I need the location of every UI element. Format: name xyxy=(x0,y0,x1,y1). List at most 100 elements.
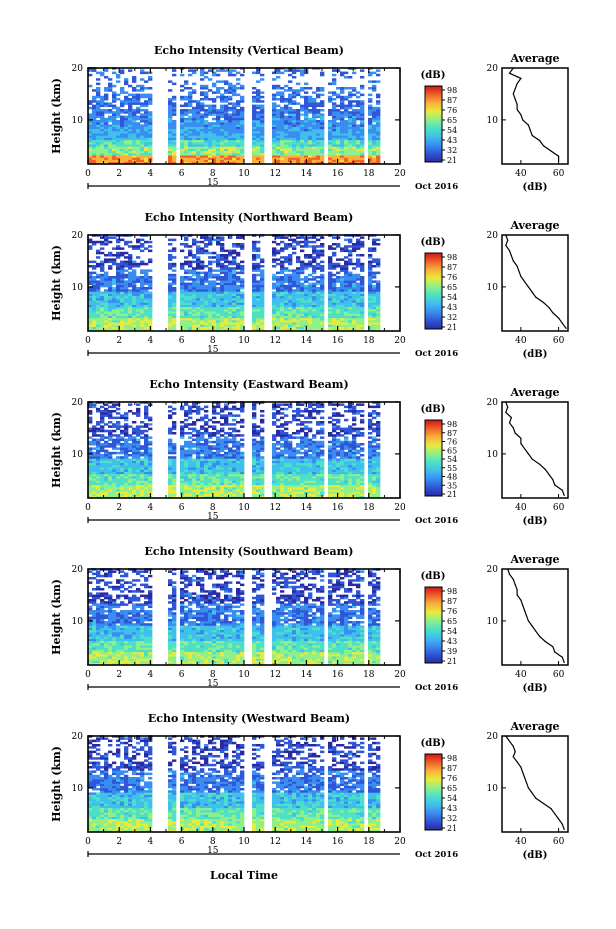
heatmap-cell xyxy=(292,313,297,316)
heatmap-cell xyxy=(340,115,345,119)
heatmap-cell xyxy=(252,304,257,308)
average-profile-point xyxy=(508,250,511,252)
heatmap-cell xyxy=(336,126,341,130)
heatmap-cell xyxy=(280,71,285,75)
heatmap-cell xyxy=(208,128,213,132)
heatmap-cell xyxy=(312,131,317,134)
heatmap-cell xyxy=(88,322,93,325)
heatmap-cell xyxy=(308,133,313,136)
heatmap-cell xyxy=(172,309,177,312)
heatmap-cell xyxy=(148,462,153,466)
heatmap-cell xyxy=(284,144,289,147)
heatmap-cell xyxy=(144,311,149,314)
heatmap-cell xyxy=(212,311,217,314)
heatmap-cell xyxy=(368,106,373,110)
heatmap-cell xyxy=(104,489,109,492)
heatmap-cell xyxy=(356,142,361,145)
heatmap-cell xyxy=(184,98,189,101)
heatmap-cell xyxy=(172,113,177,116)
heatmap-cell xyxy=(200,291,205,294)
heatmap-cell xyxy=(240,100,245,103)
heatmap-cell xyxy=(100,161,105,165)
heatmap-cell xyxy=(352,289,357,292)
heatmap-cell xyxy=(100,304,105,308)
heatmap-cell xyxy=(280,161,285,165)
heatmap-cell xyxy=(360,262,365,266)
heatmap-cell xyxy=(368,260,373,264)
heatmap-cell xyxy=(200,282,205,286)
heatmap-cell xyxy=(308,256,313,259)
heatmap-cell xyxy=(96,133,101,136)
heatmap-cell xyxy=(356,159,361,163)
heatmap-cell xyxy=(172,262,177,266)
heatmap-cell xyxy=(280,106,285,110)
heatmap-cell xyxy=(136,262,141,266)
heatmap-cell xyxy=(272,95,277,99)
heatmap-cell xyxy=(228,150,233,154)
heatmap-cell xyxy=(336,311,341,314)
heatmap-cell xyxy=(340,106,345,110)
heatmap-cell xyxy=(272,240,277,244)
heatmap-cell xyxy=(96,295,101,299)
heatmap-cell xyxy=(316,320,321,323)
heatmap-cell xyxy=(240,317,245,321)
heatmap-cell xyxy=(92,473,97,477)
heatmap-cell xyxy=(140,465,145,468)
heatmap-cell xyxy=(196,309,201,312)
heatmap-cell xyxy=(376,300,381,303)
heatmap-cell xyxy=(144,269,149,272)
heatmap-cell xyxy=(200,271,205,275)
heatmap-cell xyxy=(192,273,197,277)
heatmap-cell xyxy=(88,282,93,286)
heatmap-cell xyxy=(296,309,301,312)
heatmap-cell xyxy=(128,467,133,470)
heatmap-cell xyxy=(92,135,97,138)
heatmap-cell xyxy=(96,111,101,114)
heatmap-cell xyxy=(288,95,293,99)
heatmap-cell xyxy=(256,326,261,330)
heatmap-cell xyxy=(224,82,229,86)
heatmap-cell xyxy=(128,157,133,160)
heatmap-cell xyxy=(280,113,285,116)
heatmap-cell xyxy=(328,273,333,277)
heatmap-cell xyxy=(120,289,125,292)
heatmap-cell xyxy=(280,120,285,123)
heatmap-cell xyxy=(172,265,177,268)
heatmap-cell xyxy=(288,117,293,121)
heatmap-cell xyxy=(144,282,149,286)
heatmap-cell xyxy=(260,100,265,103)
heatmap-cell xyxy=(256,291,261,294)
heatmap-cell xyxy=(128,100,133,103)
heatmap-cell xyxy=(100,142,105,145)
heatmap-cell xyxy=(284,291,289,294)
heatmap-cell xyxy=(296,236,301,239)
x-tick-label: 20 xyxy=(394,169,406,179)
heatmap-cell xyxy=(292,71,297,75)
heatmap-cell xyxy=(216,306,221,310)
heatmap-cell xyxy=(108,434,113,437)
heatmap-cell xyxy=(224,249,229,253)
heatmap-cell xyxy=(140,460,145,464)
heatmap-cell xyxy=(320,243,325,246)
heatmap-cell xyxy=(208,148,213,152)
heatmap-cell xyxy=(344,306,349,310)
heatmap-cell xyxy=(148,418,153,422)
heatmap-cell xyxy=(316,122,321,125)
heatmap-cell xyxy=(120,142,125,145)
heatmap-cell xyxy=(128,298,133,301)
heatmap-cell xyxy=(108,254,113,257)
heatmap-cell xyxy=(376,295,381,299)
heatmap-cell xyxy=(376,144,381,147)
heatmap-cell xyxy=(344,262,349,266)
heatmap-cell xyxy=(192,124,197,127)
heatmap-cell xyxy=(188,139,193,143)
heatmap-cell xyxy=(100,247,105,250)
heatmap-cell xyxy=(288,155,293,158)
heatmap-cell xyxy=(192,159,197,163)
heatmap-cell xyxy=(168,291,173,294)
heatmap-cell xyxy=(124,137,129,141)
heatmap-cell xyxy=(204,148,209,152)
heatmap-cell xyxy=(108,416,113,420)
heatmap-cell xyxy=(356,258,361,261)
heatmap-cell xyxy=(224,117,229,121)
